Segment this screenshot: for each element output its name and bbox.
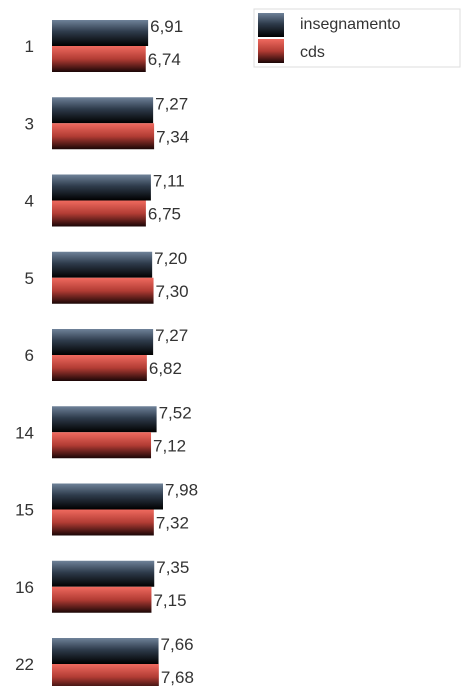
category-label-1: 1 [25, 37, 34, 56]
bar-cds-14 [52, 432, 152, 459]
bar-insegnamento-22 [52, 638, 159, 664]
value-label-cds-22: 7,68 [161, 668, 194, 686]
category-label-15: 15 [15, 501, 34, 520]
value-label-insegnamento-5: 7,20 [154, 249, 187, 268]
category-label-5: 5 [25, 269, 34, 288]
bar-insegnamento-5 [52, 251, 153, 278]
value-label-cds-3: 7,34 [156, 127, 189, 146]
bar-insegnamento-4 [52, 174, 151, 201]
bar-cds-3 [52, 123, 155, 150]
category-label-3: 3 [25, 114, 34, 133]
value-label-cds-16: 7,15 [153, 591, 186, 610]
bar-cds-22 [52, 664, 159, 686]
value-label-insegnamento-16: 7,35 [156, 558, 189, 577]
value-label-cds-6: 6,82 [149, 359, 182, 378]
bar-insegnamento-6 [52, 329, 154, 355]
bar-cds-16 [52, 586, 152, 613]
value-label-insegnamento-14: 7,52 [159, 403, 192, 422]
category-label-16: 16 [15, 578, 34, 597]
value-label-cds-1: 6,74 [148, 50, 181, 69]
bar-cds-4 [52, 200, 146, 227]
category-label-22: 22 [15, 655, 34, 674]
value-label-cds-14: 7,12 [153, 436, 186, 455]
category-label-14: 14 [15, 423, 34, 442]
category-label-4: 4 [25, 192, 34, 211]
bar-insegnamento-3 [52, 97, 154, 124]
value-label-insegnamento-15: 7,98 [165, 481, 198, 500]
legend-label-insegnamento: insegnamento [300, 16, 401, 33]
bar-insegnamento-14 [52, 406, 157, 433]
value-label-cds-15: 7,32 [156, 514, 189, 533]
value-label-cds-4: 6,75 [148, 205, 181, 224]
bar-cds-1 [52, 46, 146, 72]
legend: insegnamento cds [253, 8, 461, 68]
value-label-insegnamento-22: 7,66 [161, 635, 194, 654]
legend-label-cds: cds [300, 44, 325, 61]
bar-insegnamento-16 [52, 560, 155, 587]
legend-frame [253, 8, 461, 68]
legend-swatch-insegnamento [258, 13, 284, 37]
bar-insegnamento-1 [52, 20, 149, 46]
value-label-insegnamento-4: 7,11 [153, 172, 185, 191]
bar-cds-15 [52, 509, 154, 536]
legend-swatch-cds [258, 39, 284, 63]
bar-insegnamento-15 [52, 483, 163, 510]
value-label-insegnamento-6: 7,27 [155, 326, 188, 345]
bar-cds-6 [52, 355, 147, 381]
value-label-insegnamento-3: 7,27 [155, 94, 188, 113]
bars-layer: 1 6,91 6,74 3 7,27 7,34 4 7,11 6,75 5 7,20 7,30 6 7,2… [15, 17, 198, 686]
value-label-insegnamento-1: 6,91 [150, 17, 183, 36]
bar-cds-5 [52, 277, 154, 304]
category-label-6: 6 [25, 346, 34, 365]
value-label-cds-5: 7,30 [156, 282, 189, 301]
